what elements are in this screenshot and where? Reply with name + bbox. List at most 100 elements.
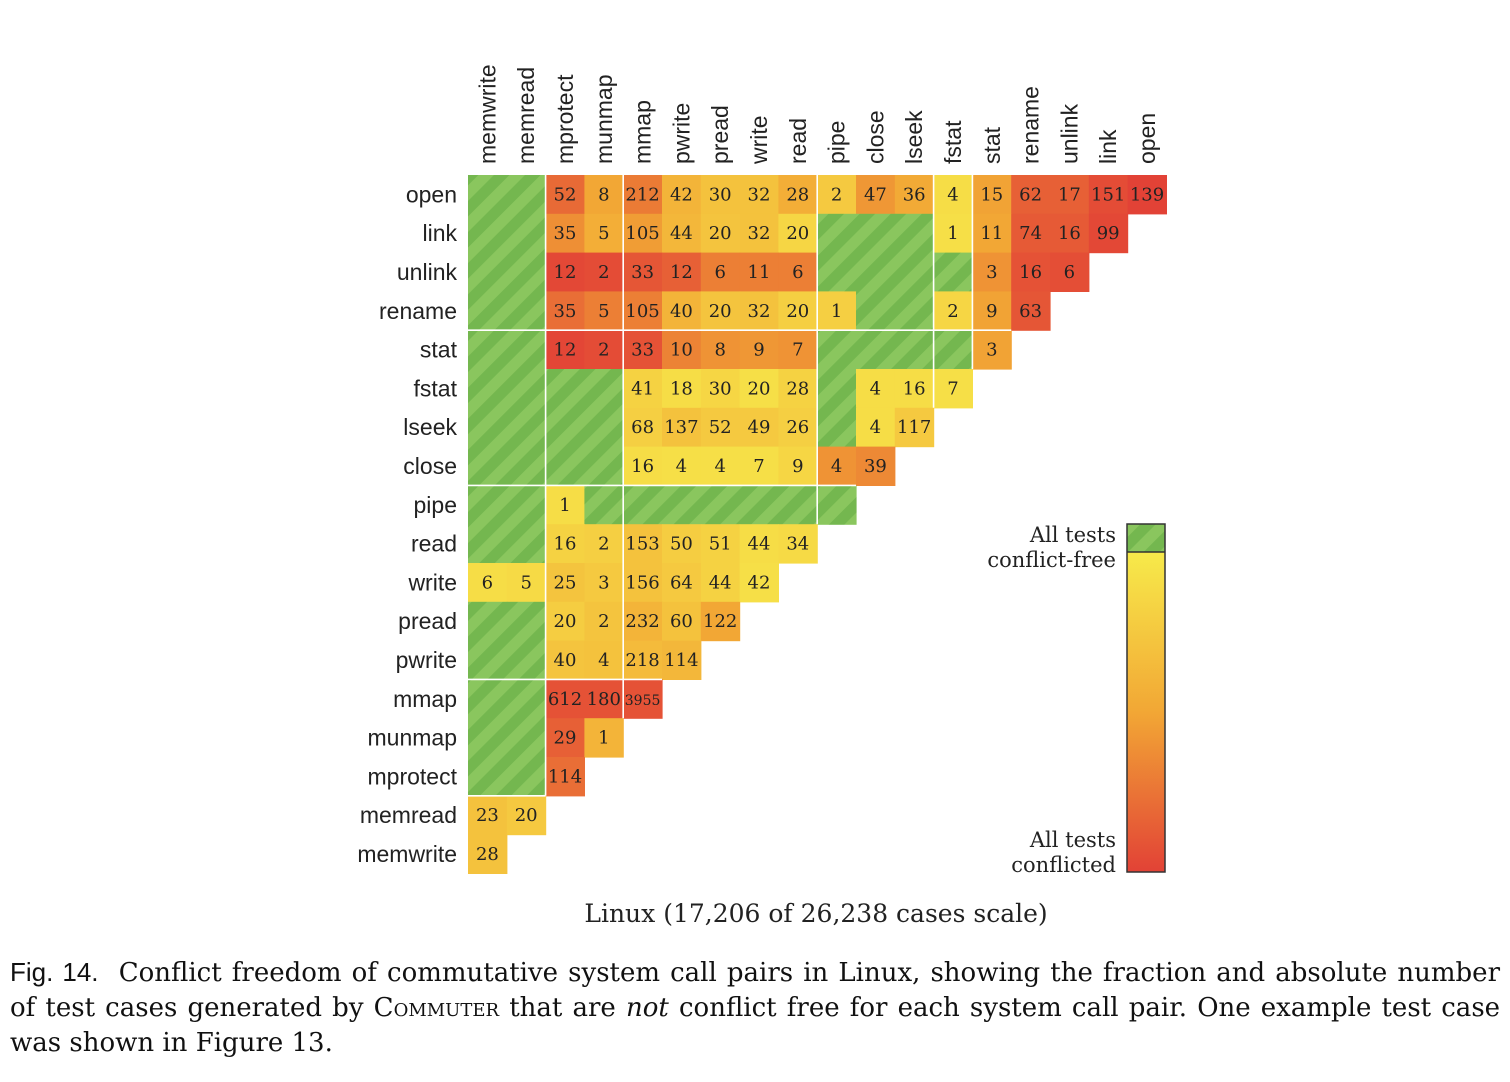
cell-value-stat-mprotect: 12 — [554, 340, 577, 361]
column-label-write: write — [746, 115, 772, 165]
cell-value-pwrite-mmap: 218 — [625, 650, 659, 671]
cell-value-fstat-pwrite: 18 — [670, 378, 693, 399]
row-label-pwrite: pwrite — [396, 647, 457, 673]
cell-read-write — [739, 524, 779, 564]
cell-value-lseek-pread: 52 — [709, 417, 732, 438]
cell-value-munmap-munmap: 1 — [598, 728, 609, 749]
cell-lseek-read — [778, 407, 818, 448]
cell-fstat-read — [778, 369, 818, 409]
cell-link-pwrite — [662, 213, 702, 254]
cell-value-fstat-close: 4 — [870, 378, 881, 399]
row-label-fstat: fstat — [414, 375, 458, 401]
cell-value-close-close: 39 — [864, 456, 887, 477]
cell-pipe-munmap — [584, 485, 624, 525]
caption-emphasis: not — [625, 993, 669, 1023]
figure-caption: Fig. 14. Conflict freedom of commutative… — [10, 955, 1500, 1061]
cell-close-memwrite — [468, 446, 508, 486]
cell-close-mmap — [623, 446, 663, 486]
cell-read-pread — [700, 524, 741, 564]
column-label-mmap: mmap — [630, 100, 656, 164]
cell-rename-mmap — [623, 291, 663, 331]
cell-link-memread — [506, 213, 547, 254]
cell-rename-lseek — [894, 291, 935, 331]
cell-stat-memread — [506, 330, 547, 370]
legend-top-label-1: All tests — [1029, 523, 1116, 547]
row-label-memread: memread — [360, 802, 457, 828]
cell-value-pread-pwrite: 60 — [670, 611, 693, 632]
cell-lseek-pwrite — [662, 407, 702, 448]
cell-value-open-pwrite: 42 — [670, 184, 693, 205]
caption-tool-name: Commuter — [373, 993, 500, 1023]
column-label-lseek: lseek — [901, 110, 927, 164]
cell-unlink-pread — [700, 252, 741, 292]
cell-close-close — [856, 446, 896, 486]
cell-value-write-memwrite: 6 — [482, 572, 493, 593]
cell-close-munmap — [584, 446, 624, 486]
cell-read-mmap — [623, 524, 663, 564]
column-label-pipe: pipe — [824, 121, 850, 164]
cell-value-unlink-write: 11 — [748, 262, 771, 283]
cell-munmap-munmap — [584, 718, 624, 758]
cell-read-read — [778, 524, 818, 564]
cell-memread-memread — [506, 795, 547, 836]
cell-pipe-memwrite — [468, 485, 508, 525]
row-label-pipe: pipe — [414, 492, 457, 518]
cell-link-pread — [700, 213, 741, 254]
cell-memread-memwrite — [468, 795, 508, 836]
cell-rename-pwrite — [662, 291, 702, 331]
cell-value-stat-write: 9 — [753, 340, 764, 361]
cell-write-memwrite — [468, 563, 508, 603]
cell-value-memread-memread: 20 — [515, 805, 538, 826]
cell-value-open-unlink: 17 — [1058, 184, 1081, 205]
cell-open-fstat — [933, 175, 973, 215]
cell-mmap-mmap — [623, 679, 663, 719]
cell-stat-fstat — [933, 330, 973, 370]
cell-lseek-munmap — [584, 407, 624, 448]
cell-unlink-mmap — [623, 252, 663, 292]
cell-link-lseek — [894, 213, 935, 254]
cell-link-stat — [972, 213, 1012, 254]
cell-mprotect-memwrite — [468, 757, 508, 797]
cell-rename-stat — [972, 291, 1012, 331]
cell-rename-read — [778, 291, 818, 331]
cell-pipe-memread — [506, 485, 547, 525]
row-labels: open link unlink rename stat fstat lseek close p… — [357, 181, 457, 867]
chart-title: Linux (17,206 of 26,238 cases scale) — [584, 899, 1047, 928]
cell-value-rename-fstat: 2 — [947, 301, 958, 322]
cell-value-rename-mmap: 105 — [625, 301, 659, 322]
cell-pread-mprotect — [545, 601, 585, 642]
cell-stat-lseek — [894, 330, 935, 370]
cell-value-open-rename: 62 — [1019, 184, 1042, 205]
cell-open-mmap — [623, 175, 663, 215]
cell-value-close-pipe: 4 — [831, 456, 842, 477]
caption-text-middle: that are — [509, 993, 616, 1023]
cell-lseek-mmap — [623, 407, 663, 448]
cell-rename-memwrite — [468, 291, 508, 331]
cell-open-pipe — [817, 175, 857, 215]
cell-pwrite-pwrite — [662, 640, 702, 680]
cell-value-memwrite-memwrite: 28 — [476, 844, 499, 865]
cell-lseek-write — [739, 407, 779, 448]
cell-stat-munmap — [584, 330, 624, 370]
cell-value-link-read: 20 — [786, 223, 809, 244]
cell-value-stat-pread: 8 — [714, 340, 725, 361]
cell-mprotect-mprotect — [545, 757, 585, 797]
cell-write-pread — [700, 563, 741, 603]
cell-value-open-munmap: 8 — [598, 184, 609, 205]
cell-value-read-munmap: 2 — [598, 534, 609, 555]
cell-value-write-pread: 44 — [709, 572, 732, 593]
cell-value-read-mprotect: 16 — [554, 534, 577, 555]
cell-value-open-lseek: 36 — [903, 184, 926, 205]
cell-value-link-mprotect: 35 — [554, 223, 577, 244]
cell-value-close-mmap: 16 — [631, 456, 654, 477]
cell-open-write — [739, 175, 779, 215]
cell-unlink-read — [778, 252, 818, 292]
cell-munmap-mprotect — [545, 718, 585, 758]
cell-unlink-memread — [506, 252, 547, 292]
row-label-mprotect: mprotect — [368, 763, 458, 789]
row-label-open: open — [406, 181, 457, 207]
legend-bottom-label-2: conflicted — [1011, 853, 1116, 877]
cell-value-stat-pwrite: 10 — [670, 340, 693, 361]
row-label-write: write — [407, 569, 457, 595]
cell-lseek-memwrite — [468, 407, 508, 448]
